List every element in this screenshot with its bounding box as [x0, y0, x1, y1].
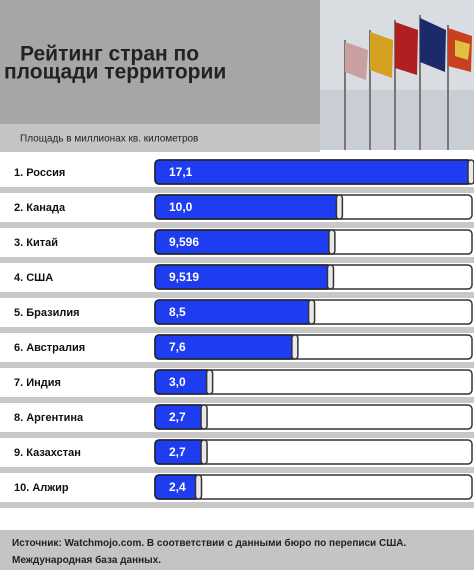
title-line: Рейтинг стран по: [20, 43, 199, 66]
category-label: 5. Бразилия: [14, 307, 80, 319]
row-separator: [0, 327, 474, 333]
row-separator: [0, 397, 474, 403]
category-label: 9. Казахстан: [14, 447, 81, 459]
row-separator: [0, 362, 474, 368]
row-separator: [0, 187, 474, 193]
value-label: 7,6: [169, 340, 186, 354]
bar-cap: [328, 229, 336, 255]
category-label: 6. Австралия: [14, 342, 85, 354]
source: Источник: Watchmojo.com. В соответствии …: [12, 538, 407, 566]
value-label: 2,7: [169, 445, 186, 459]
title-line: площади территории: [4, 61, 226, 84]
subtitle-bg: [0, 124, 320, 152]
value-label: 3,0: [169, 375, 186, 389]
value-label: 9,596: [169, 235, 199, 249]
footer-bg: [0, 530, 474, 570]
bar-cap: [467, 159, 474, 185]
category-label: 2. Канада: [14, 202, 66, 214]
value-label: 9,519: [169, 270, 199, 284]
bar-cap: [200, 404, 208, 430]
row-separator: [0, 467, 474, 473]
value-label: 10,0: [169, 200, 193, 214]
bar-track: [154, 474, 473, 500]
bar-cap: [194, 474, 203, 500]
value-label: 17,1: [169, 165, 193, 179]
value-label: 8,5: [169, 305, 186, 319]
category-label: 7. Индия: [14, 377, 61, 389]
category-label: 4. США: [14, 272, 53, 284]
bar-cap: [307, 299, 316, 325]
bar-cap: [291, 334, 299, 360]
bar-cap: [335, 194, 344, 220]
bar-cap: [205, 369, 214, 395]
category-label: 10. Алжир: [14, 482, 69, 494]
row-separator: [0, 292, 474, 298]
row-separator: [0, 257, 474, 263]
subtitle: Площадь в миллионах кв. километров: [20, 134, 198, 145]
bar-cap: [326, 264, 335, 290]
row-separator: [0, 432, 474, 438]
value-label: 2,7: [169, 410, 186, 424]
row-separator: [0, 222, 474, 228]
value-label: 2,4: [169, 480, 186, 494]
category-label: 1. Россия: [14, 167, 65, 179]
flags-photo: [320, 0, 474, 150]
category-label: 3. Китай: [14, 237, 58, 249]
row-separator: [0, 502, 474, 508]
category-label: 8. Аргентина: [14, 412, 84, 424]
bar-cap: [200, 439, 208, 465]
bar: [154, 159, 473, 185]
